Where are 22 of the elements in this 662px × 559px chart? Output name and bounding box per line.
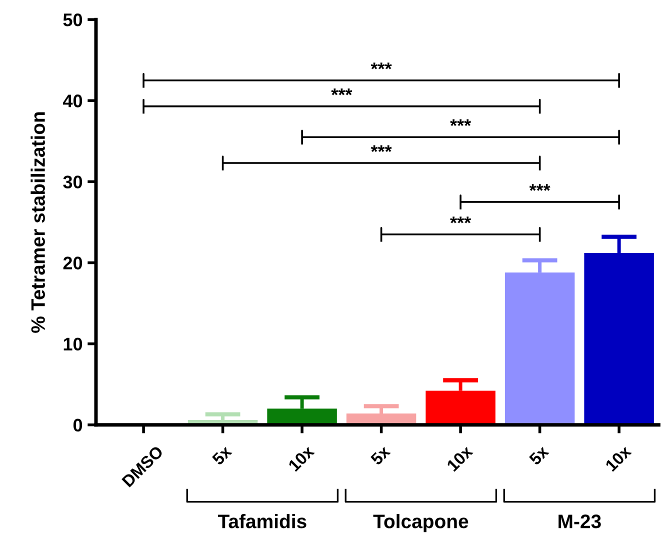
text: M-23	[558, 514, 601, 528]
y-tick-label: 30	[63, 176, 82, 188]
x-tick-label: 10x	[288, 444, 315, 472]
annotation: ***	[450, 119, 472, 126]
x-tick-label: 5x	[370, 444, 391, 466]
y-tick-label: 10	[64, 338, 82, 351]
annotation: ***	[370, 62, 392, 70]
y-tick-label: 40	[62, 94, 82, 108]
annotation: ***	[450, 216, 472, 224]
y-axis-title: % Tetramer stabilization	[30, 112, 45, 333]
text: Tafamidis	[218, 514, 306, 528]
x-tick-label: 5x	[528, 444, 550, 466]
annotation: ***	[331, 88, 352, 96]
text: Tolcapone	[373, 514, 468, 532]
annotation: ***	[370, 145, 392, 152]
y-tick-label: 50	[63, 14, 82, 26]
y-tick-label: 20	[63, 256, 82, 270]
x-tick-label: 10x	[446, 444, 474, 472]
x-tick-label: 10x	[604, 444, 632, 472]
y-tick-label: 0	[73, 418, 82, 432]
annotation: ***	[529, 184, 550, 191]
x-tick-label: 5x	[212, 444, 232, 466]
